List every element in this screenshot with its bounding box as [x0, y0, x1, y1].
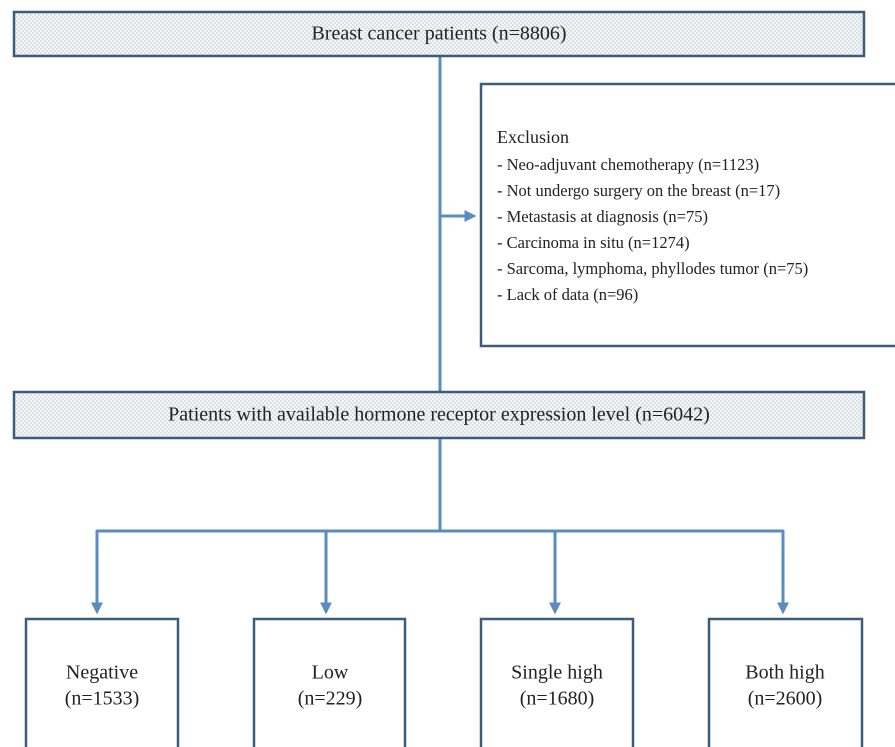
middle-box-label: Patients with available hormone receptor…: [168, 404, 710, 426]
group-box: [707, 617, 864, 747]
group-box: [252, 617, 407, 747]
group-count: (n=2600): [748, 688, 823, 710]
group-box: [24, 617, 180, 747]
group-box: [479, 617, 635, 747]
group-count: (n=1680): [520, 688, 595, 710]
top-box: [12, 10, 866, 58]
group-count: (n=1533): [65, 688, 140, 710]
group-name: Single high: [511, 662, 603, 684]
exclusion-item: - Sarcoma, lymphoma, phyllodes tumor (n=…: [497, 259, 808, 278]
exclusion-item: - Neo-adjuvant chemotherapy (n=1123): [497, 155, 759, 174]
exclusion-item: - Not undergo surgery on the breast (n=1…: [497, 181, 780, 200]
group-name: Both high: [745, 662, 824, 684]
group-count: (n=229): [298, 688, 363, 710]
exclusion-box: [479, 82, 895, 348]
middle-box: [12, 390, 866, 440]
group-name: Negative: [66, 662, 138, 684]
exclusion-item: - Lack of data (n=96): [497, 285, 638, 304]
exclusion-item: - Metastasis at diagnosis (n=75): [497, 207, 708, 226]
group-name: Low: [312, 662, 349, 684]
top-box-label: Breast cancer patients (n=8806): [311, 23, 566, 45]
exclusion-item: - Carcinoma in situ (n=1274): [497, 233, 690, 252]
exclusion-title: Exclusion: [497, 127, 569, 147]
